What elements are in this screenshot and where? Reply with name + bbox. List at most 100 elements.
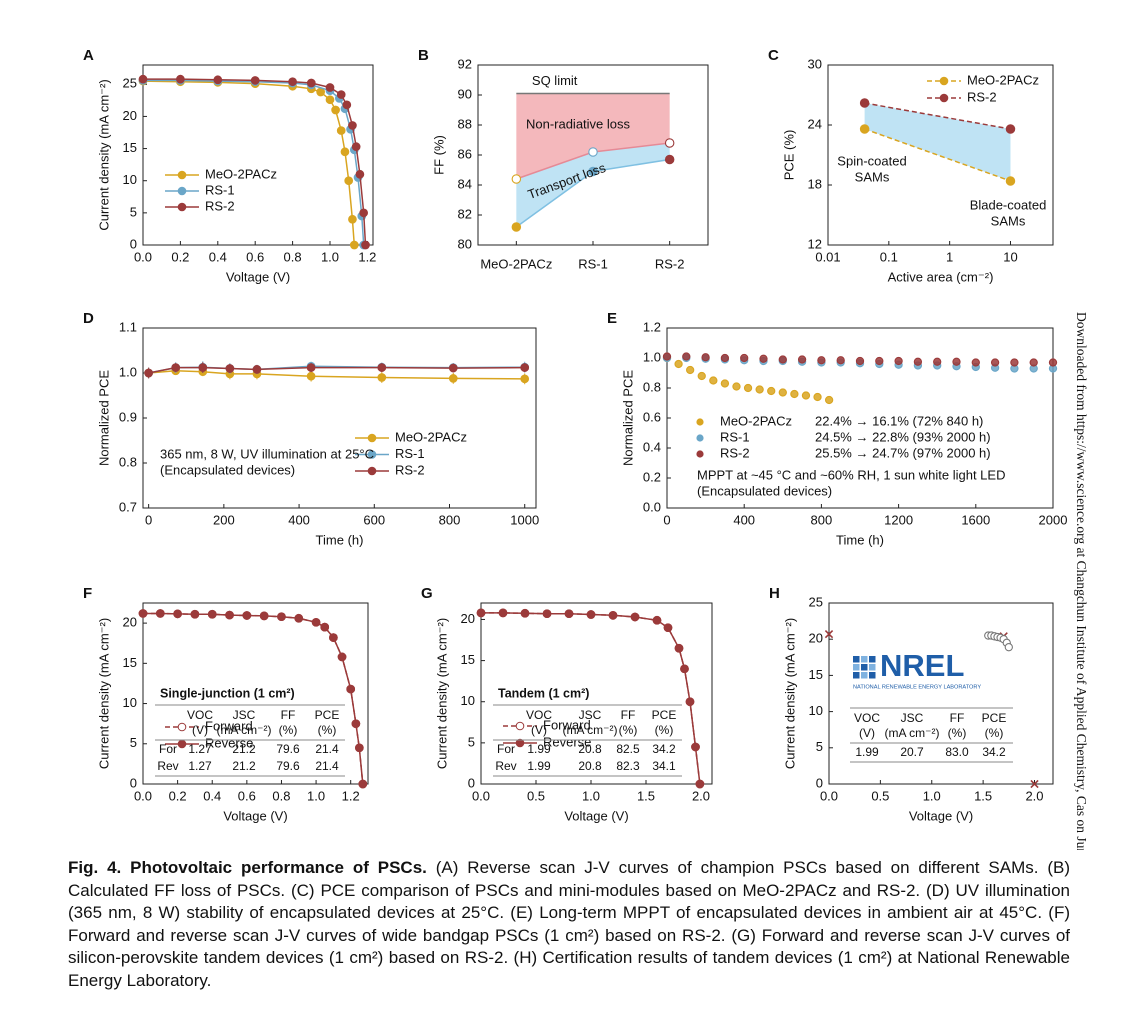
x-tick-label: 1.2 — [358, 249, 376, 264]
table-header: (%) — [619, 723, 638, 737]
x-tick-label: 2.0 — [692, 788, 710, 803]
data-point — [720, 379, 730, 388]
y-tick-label: 0.7 — [119, 499, 137, 514]
x-tick-label: 1.0 — [582, 788, 600, 803]
x-tick-label: MeO-2PACz — [480, 256, 552, 271]
data-point — [674, 359, 683, 369]
data-point — [306, 78, 316, 88]
legend-swatch — [177, 186, 187, 196]
table-header: JSC — [579, 708, 602, 722]
table-cell: 34.2 — [652, 742, 676, 756]
table-cell: 1.27 — [188, 759, 212, 773]
x-tick-label: 0.6 — [246, 249, 264, 264]
data-point — [355, 169, 365, 179]
table-header: (V) — [531, 723, 547, 737]
table-cell: 21.4 — [315, 759, 339, 773]
y-tick-label: 18 — [808, 176, 822, 191]
data-point — [336, 90, 346, 99]
table-header: (mA cm⁻²) — [217, 723, 272, 737]
x-tick-label: 0 — [663, 512, 670, 527]
table-header: FF — [621, 708, 636, 722]
data-point — [586, 610, 596, 619]
table-cell: 1.99 — [527, 742, 551, 756]
table-cell: Rev — [495, 759, 516, 773]
logo-cell — [861, 672, 868, 679]
data-point — [709, 376, 718, 385]
x-tick-label: 800 — [811, 512, 833, 527]
table-header: FF — [950, 711, 965, 725]
y-tick-label: 5 — [468, 734, 475, 749]
data-point — [685, 697, 695, 707]
logo-cell — [853, 656, 860, 663]
y-tick-label: 30 — [808, 56, 822, 71]
data-point — [1029, 358, 1038, 367]
x-tick-label: 0.5 — [527, 788, 545, 803]
y-tick-label: 88 — [458, 116, 472, 131]
y-tick-label: 86 — [458, 146, 472, 161]
x-tick-label: 0.4 — [209, 249, 227, 264]
table-header: PCE — [315, 708, 340, 722]
data-point — [331, 105, 340, 115]
logo-cell — [869, 656, 876, 663]
data-point — [697, 371, 706, 381]
series-line — [143, 79, 365, 246]
data-point — [630, 612, 640, 622]
data-point — [171, 363, 181, 372]
plot-frame — [142, 602, 369, 785]
data-point — [138, 74, 148, 84]
data-point — [358, 779, 368, 789]
data-point — [346, 684, 356, 694]
data-point — [511, 222, 522, 232]
data-point — [894, 356, 903, 366]
y-axis-label: FF (%) — [431, 135, 446, 175]
y-tick-label: 20 — [461, 611, 475, 626]
x-tick-label: 0.2 — [169, 788, 187, 803]
annotation: 365 nm, 8 W, UV illumination at 25°C — [160, 446, 374, 461]
table-cell: Rev — [157, 759, 178, 773]
data-point — [1010, 358, 1019, 367]
data-point — [520, 363, 530, 372]
legend-swatch — [696, 434, 704, 442]
table-header: VOC — [526, 708, 552, 722]
data-point — [306, 363, 316, 372]
data-point — [952, 357, 961, 366]
loss-area — [864, 103, 1011, 181]
table-cell: 21.4 — [315, 742, 339, 756]
data-point — [759, 354, 768, 363]
x-tick-label: 0.6 — [238, 788, 256, 803]
table-header: (V) — [192, 723, 208, 737]
y-tick-label: 84 — [458, 176, 472, 191]
series-line — [864, 102, 1011, 130]
data-point — [155, 609, 165, 618]
caption-text: (A) Reverse scan J-V curves of champion … — [68, 858, 1070, 990]
data-point — [277, 612, 286, 622]
data-point — [564, 609, 574, 619]
data-point — [680, 664, 689, 674]
data-point — [348, 121, 357, 130]
y-axis-label: Current density (mA cm⁻²) — [782, 618, 797, 769]
y-tick-label: 20 — [809, 631, 823, 646]
annotation: (Encapsulated devices) — [697, 483, 832, 498]
legend-swatch — [696, 450, 704, 458]
y-tick-label: 5 — [816, 739, 823, 754]
data-point — [476, 608, 486, 618]
table-cell: 20.7 — [900, 745, 924, 759]
panel-label: G — [421, 585, 433, 602]
legend-label: RS-2 — [205, 198, 235, 213]
data-point — [448, 374, 458, 383]
annotation: MPPT at ~45 °C and ~60% RH, 1 sun white … — [697, 467, 1005, 482]
panel-label: E — [607, 310, 617, 327]
table-header: (V) — [859, 726, 875, 740]
y-tick-label: 5 — [130, 204, 137, 219]
cross-stroke — [1030, 779, 1039, 789]
y-tick-label: 82 — [458, 206, 472, 221]
annotation: (Encapsulated devices) — [160, 462, 295, 477]
sq-limit-label: SQ limit — [532, 73, 578, 88]
x-axis-label: Voltage (V) — [909, 808, 973, 823]
annotation: Blade-coated — [970, 197, 1047, 212]
series-line — [142, 80, 356, 246]
logo-subtitle: NATIONAL RENEWABLE ENERGY LABORATORY — [853, 684, 981, 690]
annotation: Non-radiative loss — [526, 116, 631, 131]
data-point — [990, 358, 1000, 367]
legend-label: MeO-2PACz — [395, 429, 467, 444]
